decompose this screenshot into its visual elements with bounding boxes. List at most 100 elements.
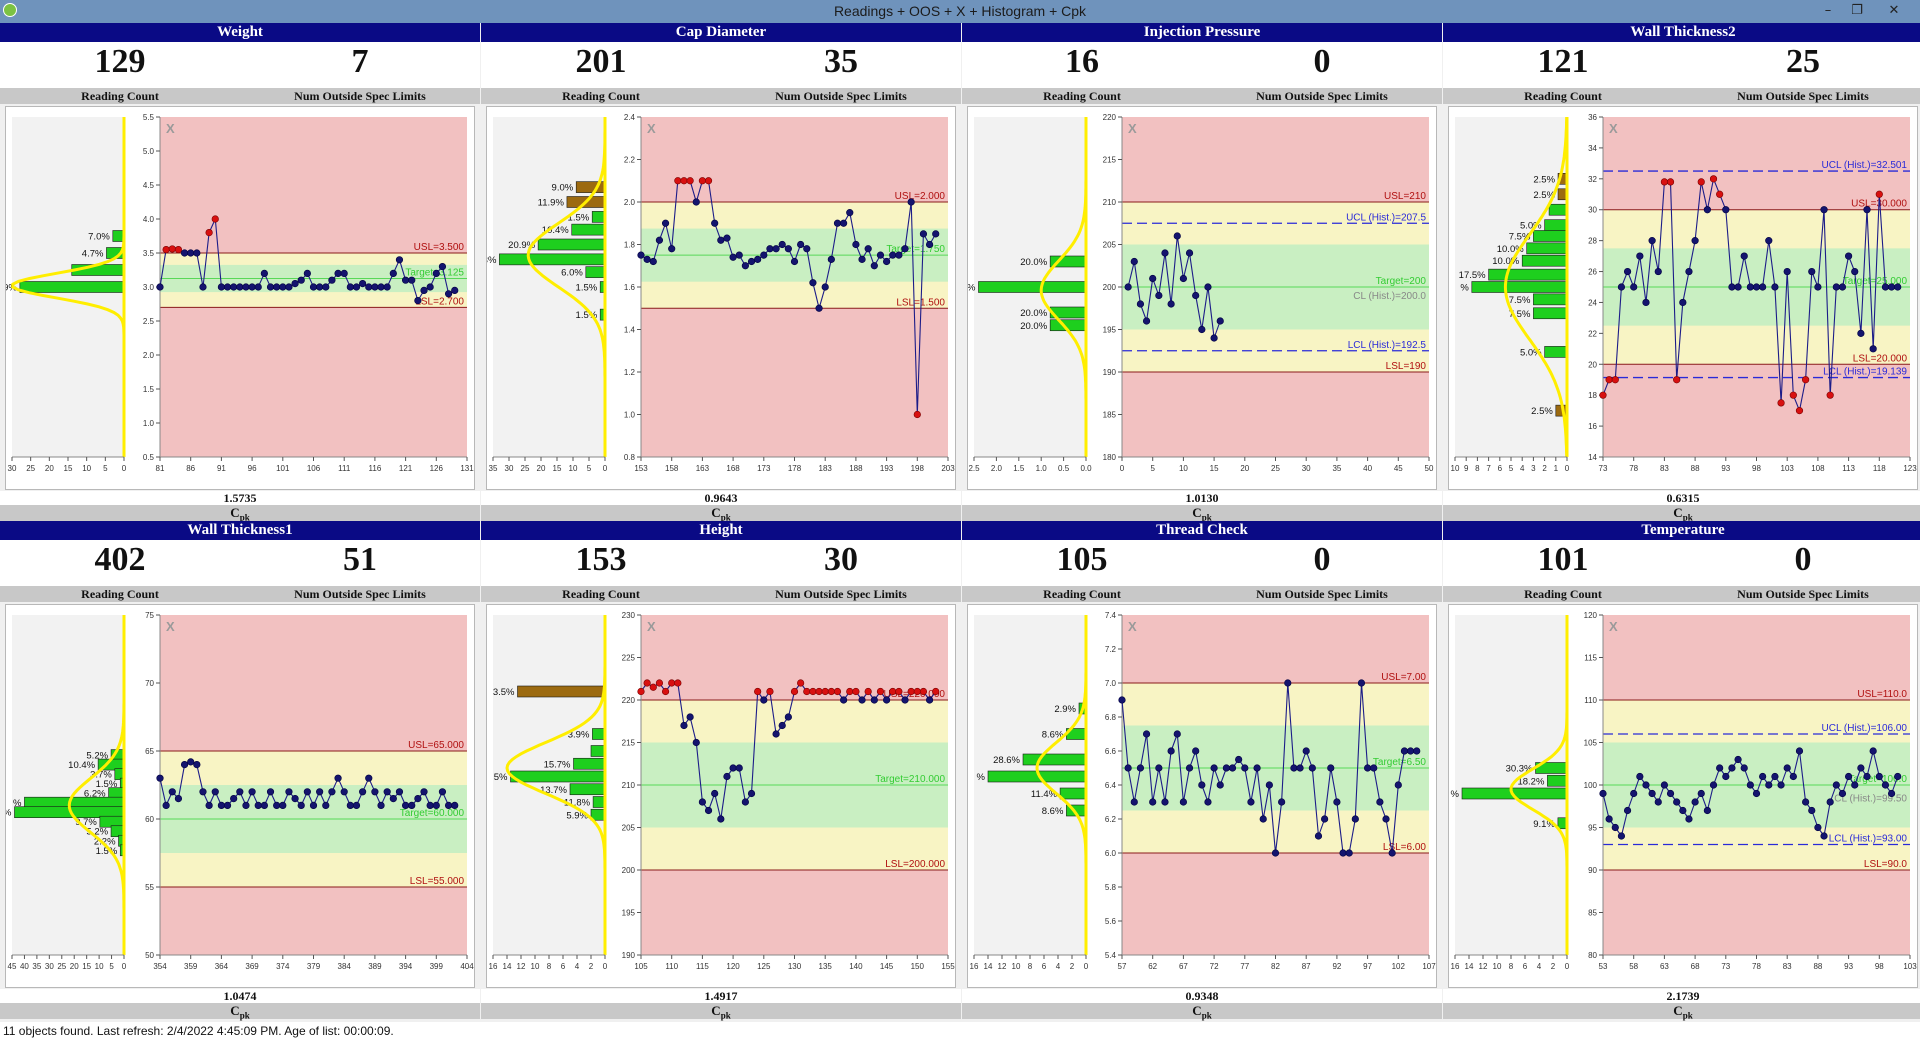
data-point xyxy=(377,801,385,809)
x-tick-label: 45 xyxy=(1394,464,1403,473)
data-point xyxy=(217,283,225,291)
data-point xyxy=(322,801,330,809)
y-tick-label: 190 xyxy=(1103,368,1117,377)
histogram-label: 1.5% xyxy=(96,846,118,857)
data-point xyxy=(1857,329,1865,337)
reading-count-label: Reading Count xyxy=(81,587,159,601)
data-point xyxy=(864,245,872,253)
data-point xyxy=(254,801,262,809)
chart-area: USL=7.00 LSL=6.00 Target=6.50 X 5.4 5.6 5.8 6.0… xyxy=(967,604,1437,988)
data-point xyxy=(211,215,219,223)
close-button[interactable]: ✕ xyxy=(1888,3,1900,18)
data-point xyxy=(1845,772,1853,781)
cpk-label: Cpk xyxy=(1443,505,1920,523)
y-tick-label: 1.5 xyxy=(143,385,155,394)
data-point xyxy=(1351,815,1359,823)
data-point xyxy=(1679,806,1687,815)
data-point xyxy=(668,679,676,687)
data-point xyxy=(1875,772,1883,781)
data-point xyxy=(438,263,447,271)
histogram-label: 30.3% xyxy=(1506,764,1533,775)
x-tick-label: 0 xyxy=(1120,464,1125,473)
histogram-tick-label: 12 xyxy=(998,962,1007,971)
y-tick-label: 200 xyxy=(622,866,636,875)
histogram-tick-label: 2 xyxy=(589,962,594,971)
data-point xyxy=(692,198,700,206)
chart-area: USL=2.000 LSL=1.500 Target=1.750 X 0.8 1.0 1.2… xyxy=(483,106,956,490)
y-tick-label: 16 xyxy=(1588,422,1597,431)
data-point xyxy=(1691,237,1699,245)
panel-title: Cap Diameter xyxy=(481,23,961,42)
x-tick-label: 40 xyxy=(1363,464,1372,473)
data-point xyxy=(395,256,404,264)
data-point xyxy=(260,269,268,277)
histogram-label: % xyxy=(1460,283,1469,294)
data-point xyxy=(1284,679,1292,687)
y-tick-label: 1.2 xyxy=(624,368,636,377)
data-point xyxy=(1149,274,1157,283)
data-point xyxy=(913,410,921,419)
reading-count-value: 201 xyxy=(575,43,627,80)
histogram-label: 2.5% xyxy=(1533,174,1555,185)
cpk-value: 0.9643 xyxy=(481,491,961,505)
panel-title: Thread Check xyxy=(962,521,1442,540)
data-point xyxy=(377,283,385,291)
data-point xyxy=(248,283,256,291)
data-point xyxy=(674,679,682,687)
stats-area xyxy=(962,540,1442,586)
x-tick-label: 102 xyxy=(1392,962,1406,971)
data-point xyxy=(346,283,354,291)
data-point xyxy=(1746,283,1754,291)
histogram-label: 11.4% xyxy=(1031,789,1058,800)
data-point xyxy=(1845,252,1853,260)
x-tick-label: 126 xyxy=(430,464,444,473)
histogram-bar xyxy=(592,796,606,808)
data-point xyxy=(876,687,885,696)
data-point xyxy=(772,730,780,738)
reading-count-label: Reading Count xyxy=(1524,89,1602,103)
data-point xyxy=(383,788,391,796)
data-point xyxy=(680,177,688,185)
data-point xyxy=(168,788,176,796)
num-outside-label: Num Outside Spec Limits xyxy=(1256,89,1388,103)
x-tick-label: 359 xyxy=(184,962,198,971)
data-point xyxy=(735,764,743,772)
minimize-button[interactable]: – xyxy=(1824,3,1832,18)
histogram-label: 2.2% xyxy=(94,836,116,847)
data-point xyxy=(704,806,713,815)
cpk-value: 0.9348 xyxy=(962,989,1442,1003)
x-tick-label: 118 xyxy=(1873,464,1886,473)
y-tick-label: 55 xyxy=(145,883,154,892)
x-tick-label: 150 xyxy=(911,962,925,971)
data-point xyxy=(309,801,318,809)
data-point xyxy=(876,251,885,259)
chart-panel: Wall Thickness1 402 51 Reading Count Num Out… xyxy=(0,521,480,1021)
data-point xyxy=(1394,781,1402,789)
restore-button[interactable]: ❐ xyxy=(1851,3,1863,18)
chart-area: USL=220.000 LSL=200.000 Target=210.000 X 190… xyxy=(486,604,956,988)
y-tick-label: 110 xyxy=(1584,696,1597,705)
data-point xyxy=(846,687,854,696)
data-point xyxy=(1734,283,1742,291)
label-band xyxy=(1443,88,1920,104)
x-tick-label: 97 xyxy=(1363,962,1372,971)
data-point xyxy=(1611,823,1619,832)
data-point xyxy=(156,283,164,291)
histogram-tick-label: 1.5 xyxy=(1013,464,1025,473)
stats-area xyxy=(0,42,480,88)
cpk-label-main: C xyxy=(1673,1003,1683,1018)
data-point xyxy=(821,283,829,291)
data-point xyxy=(1795,407,1804,415)
data-point xyxy=(408,276,416,284)
histogram-tick-label: 0.0 xyxy=(1080,464,1092,473)
data-point xyxy=(1617,832,1626,840)
num-outside-label: Num Outside Spec Limits xyxy=(294,89,426,103)
chart-mode-label: X xyxy=(1609,121,1618,136)
data-point xyxy=(426,801,434,809)
histogram-tick-label: 35 xyxy=(32,962,41,971)
usl-label: USL=3.500 xyxy=(414,242,465,253)
data-point xyxy=(698,798,706,806)
x-tick-label: 115 xyxy=(696,962,709,971)
data-point xyxy=(686,177,694,185)
histogram-bar xyxy=(1547,774,1568,787)
